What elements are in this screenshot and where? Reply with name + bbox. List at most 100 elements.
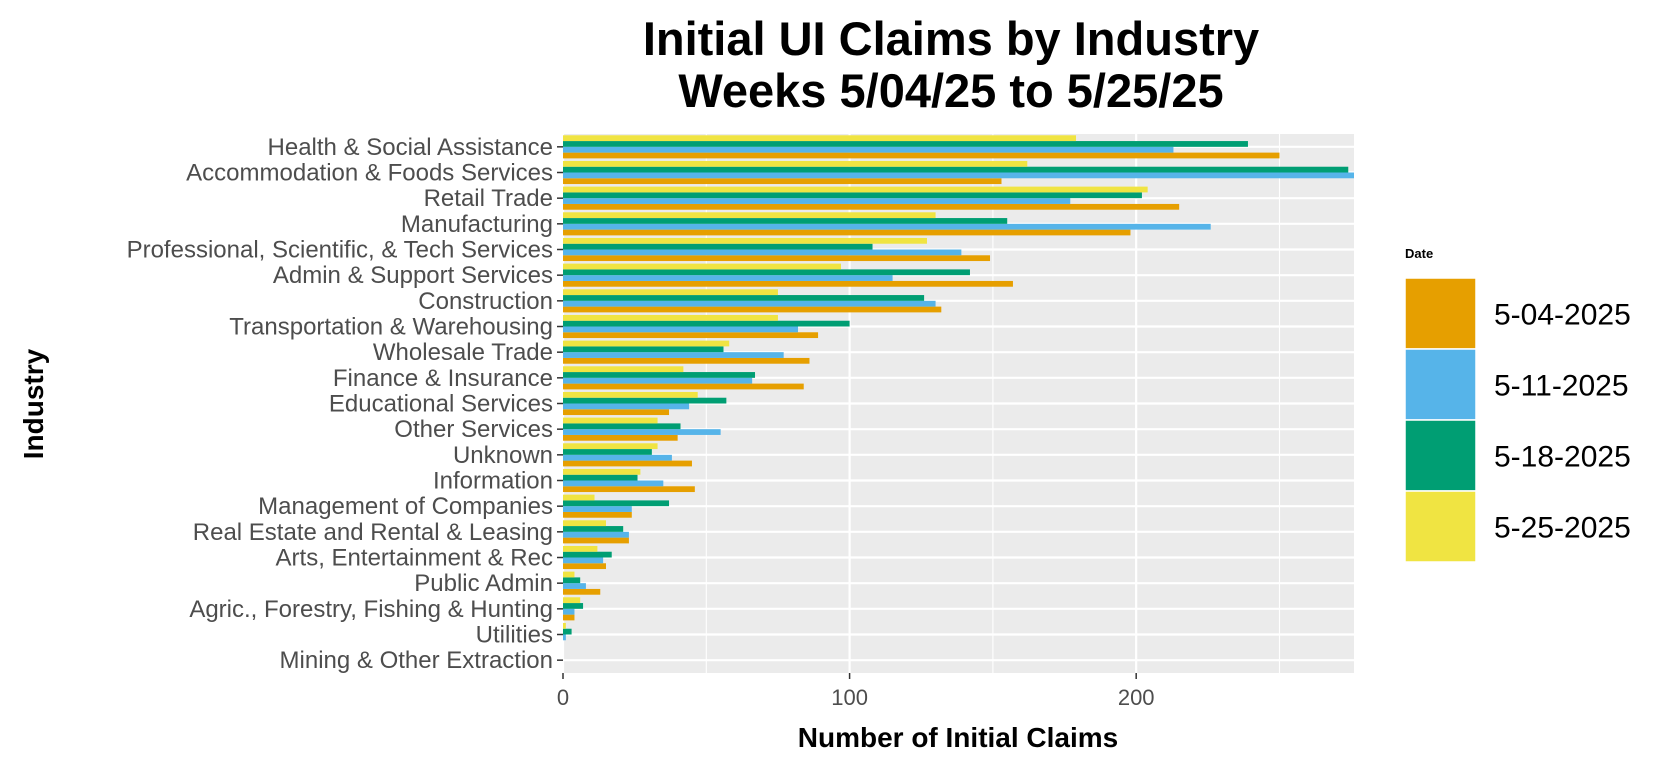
bar xyxy=(563,506,632,512)
bar xyxy=(563,597,581,604)
bar xyxy=(563,340,730,347)
bar xyxy=(563,511,632,518)
bar xyxy=(563,474,638,481)
y-tick-label: Mining & Other Extraction xyxy=(280,647,553,674)
bar xyxy=(563,326,799,333)
y-tick-label: Transportation & Warehousing xyxy=(229,314,553,341)
x-axis-ticks: 0 100 200 xyxy=(557,673,1155,710)
bar xyxy=(563,377,753,384)
y-tick-label: Professional, Scientific, & Tech Service… xyxy=(127,237,553,264)
bar xyxy=(563,275,893,281)
chart-title-line-1: Initial UI Claims by Industry xyxy=(643,12,1259,65)
bar xyxy=(563,526,624,532)
bar xyxy=(563,537,629,544)
bar xyxy=(563,289,778,296)
bar xyxy=(563,417,658,424)
bar xyxy=(563,212,936,219)
legend-key xyxy=(1404,419,1477,492)
bars xyxy=(563,135,1354,641)
bar xyxy=(563,383,804,390)
bar xyxy=(563,500,670,507)
bar xyxy=(563,152,1280,159)
legend-label: 5-04-2025 xyxy=(1494,299,1631,332)
legend-label: 5-18-2025 xyxy=(1494,441,1631,474)
bar xyxy=(563,391,698,398)
bar xyxy=(563,454,672,461)
y-tick-label: Health & Social Assistance xyxy=(268,134,553,161)
y-tick-label: Other Services xyxy=(394,416,553,443)
y-axis-title: Industry xyxy=(18,348,49,459)
bar xyxy=(563,583,586,589)
bar xyxy=(563,249,962,256)
bar xyxy=(563,178,1002,185)
bar xyxy=(563,300,936,307)
bar xyxy=(563,229,1131,236)
legend-label: 5-11-2025 xyxy=(1494,370,1629,403)
bar xyxy=(563,237,927,244)
y-tick-label: Retail Trade xyxy=(424,185,553,212)
bar xyxy=(563,332,819,339)
bar xyxy=(563,218,1008,224)
bar xyxy=(563,306,942,313)
y-tick-label: Construction xyxy=(418,288,553,315)
y-tick-label: Admin & Support Services xyxy=(273,262,553,289)
bar xyxy=(563,409,670,416)
bar xyxy=(563,269,970,276)
bar xyxy=(563,429,721,435)
bar xyxy=(563,588,601,595)
y-tick-label: Educational Services xyxy=(329,391,553,418)
y-tick-label: Arts, Entertainment & Rec xyxy=(276,545,553,572)
bar xyxy=(563,263,841,270)
bar xyxy=(563,166,1349,173)
legend-title: Date xyxy=(1405,246,1433,261)
legend-key xyxy=(1404,490,1477,563)
bar xyxy=(563,563,606,570)
bar xyxy=(563,434,678,441)
y-tick-label: Public Admin xyxy=(414,570,553,597)
bar xyxy=(563,449,652,455)
bar xyxy=(563,628,572,635)
bar xyxy=(563,551,612,558)
bar xyxy=(563,255,991,262)
y-tick-label: Unknown xyxy=(453,442,553,469)
bar xyxy=(563,486,695,493)
x-axis-title: Number of Initial Claims xyxy=(798,722,1119,753)
bar xyxy=(563,352,784,358)
y-tick-label: Finance & Insurance xyxy=(333,365,553,392)
bar xyxy=(563,603,584,609)
bar xyxy=(563,172,1354,179)
bar xyxy=(563,531,629,538)
bar xyxy=(563,443,658,450)
bar xyxy=(563,372,756,378)
bar xyxy=(563,614,575,621)
bar xyxy=(563,622,566,629)
bar xyxy=(563,320,850,327)
bar xyxy=(563,545,598,552)
y-tick-label: Manufacturing xyxy=(401,211,553,238)
bar xyxy=(563,203,1180,210)
y-tick-label: Real Estate and Rental & Leasing xyxy=(193,519,553,546)
y-tick-label: Wholesale Trade xyxy=(373,339,553,366)
bar xyxy=(563,571,575,578)
bar xyxy=(563,397,727,404)
x-tick-label: 0 xyxy=(557,685,569,710)
y-tick-label: Management of Companies xyxy=(258,493,553,520)
bar xyxy=(563,494,595,501)
bar xyxy=(563,634,566,641)
bar xyxy=(563,346,724,353)
bar xyxy=(563,468,641,475)
bar xyxy=(563,146,1174,153)
legend-key xyxy=(1404,348,1477,421)
bar xyxy=(563,243,873,250)
bar xyxy=(563,403,690,410)
bar xyxy=(563,160,1028,167)
bar xyxy=(563,280,1013,287)
y-tick-label: Information xyxy=(433,468,553,495)
bar xyxy=(563,357,810,364)
bar xyxy=(563,608,575,615)
y-axis-ticks: Health & Social AssistanceAccommodation … xyxy=(127,134,563,674)
bar xyxy=(563,141,1248,147)
bar xyxy=(563,223,1211,230)
